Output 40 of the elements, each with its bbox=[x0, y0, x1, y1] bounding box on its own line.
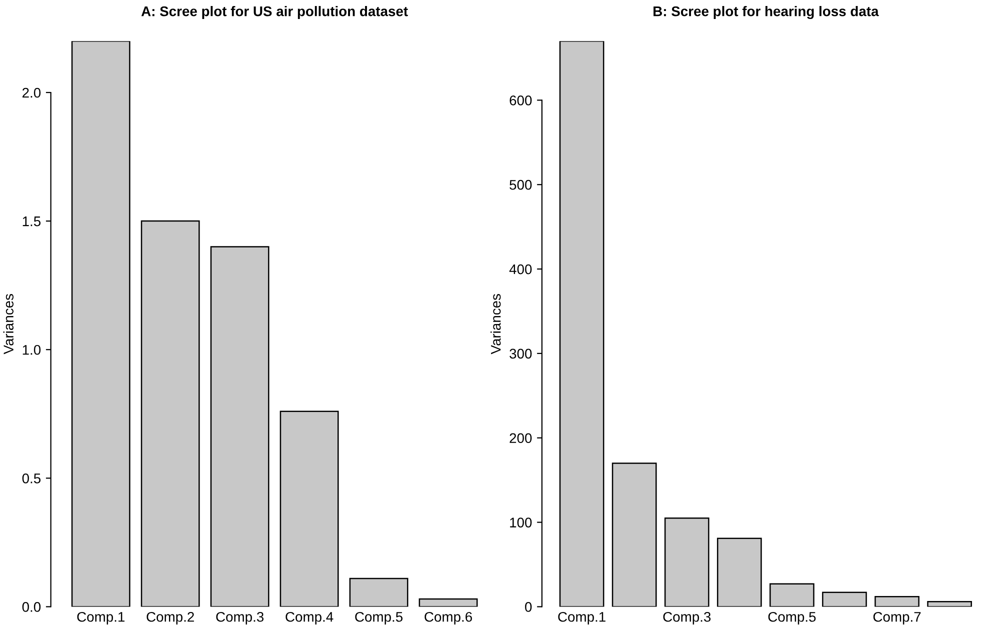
x-tick-label: Comp.6 bbox=[424, 612, 472, 625]
x-tick-label: Comp.1 bbox=[77, 612, 124, 625]
y-tick-label: 300 bbox=[510, 348, 532, 359]
bar bbox=[716, 538, 762, 607]
bar bbox=[559, 41, 604, 607]
y-tick-label: 500 bbox=[510, 180, 532, 190]
bar bbox=[280, 410, 339, 607]
y-axis-title: Variances bbox=[3, 294, 14, 354]
x-tick-label: Comp.7 bbox=[873, 612, 921, 625]
bar bbox=[210, 246, 270, 607]
y-tick-label: 600 bbox=[510, 96, 532, 106]
y-tick-label: 0.5 bbox=[22, 474, 41, 484]
y-axis-title: Variances bbox=[490, 294, 501, 354]
y-tick-label: 2.0 bbox=[22, 88, 41, 98]
x-tick-label: Comp.3 bbox=[216, 612, 264, 625]
x-tick-label: Comp.4 bbox=[286, 612, 334, 625]
bar bbox=[349, 578, 408, 607]
bar bbox=[822, 592, 867, 607]
bar bbox=[612, 462, 657, 607]
bar bbox=[664, 517, 710, 607]
y-tick-label: 200 bbox=[510, 433, 532, 444]
bar bbox=[927, 601, 972, 607]
bar bbox=[71, 41, 130, 607]
bar bbox=[874, 596, 920, 607]
y-tick-label: 0.0 bbox=[22, 602, 41, 612]
chart-title: A: Scree plot for US air pollution dataset bbox=[141, 6, 408, 19]
y-tick-label: 0 bbox=[525, 602, 532, 612]
chart-title: B: Scree plot for hearing loss data bbox=[654, 6, 879, 20]
bar bbox=[418, 598, 478, 607]
x-tick-label: Comp.1 bbox=[558, 612, 606, 625]
bar bbox=[770, 583, 814, 607]
x-tick-label: Comp.5 bbox=[768, 612, 816, 625]
y-tick-label: 100 bbox=[510, 518, 532, 528]
bar bbox=[140, 220, 200, 607]
x-tick-label: Comp.2 bbox=[146, 612, 194, 625]
x-tick-label: Comp.3 bbox=[663, 612, 711, 625]
y-tick-label: 1.0 bbox=[22, 344, 41, 355]
y-tick-label: 1.5 bbox=[22, 216, 41, 226]
y-tick-label: 400 bbox=[509, 264, 532, 274]
x-tick-label: Comp.5 bbox=[355, 612, 403, 625]
